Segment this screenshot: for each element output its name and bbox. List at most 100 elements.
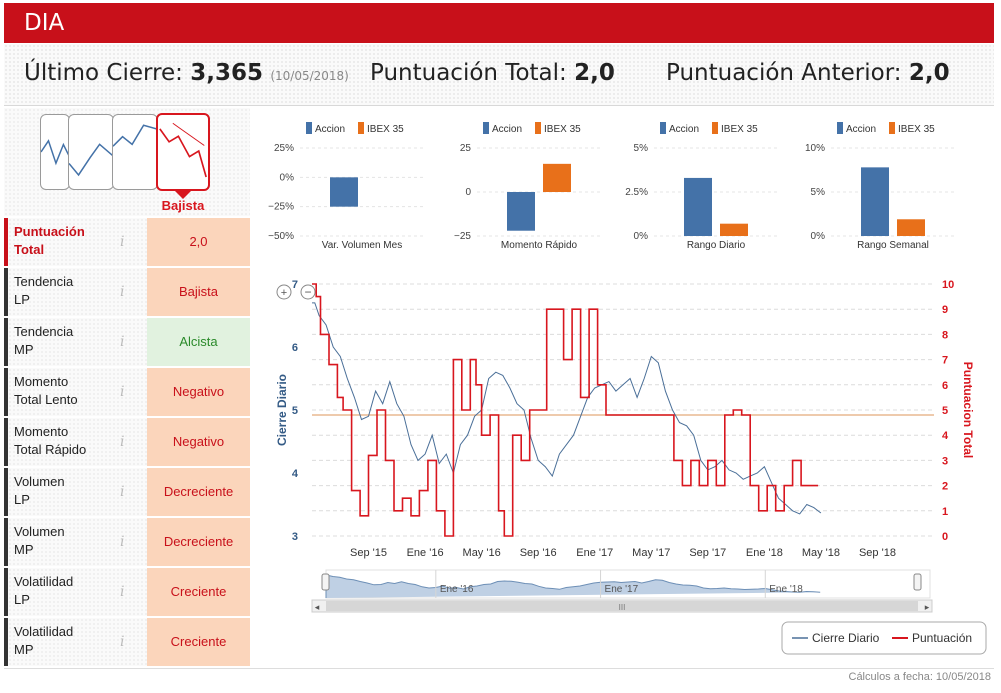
indicator-label-line1: Puntuación (14, 224, 85, 239)
total-score-label: Puntuación Total: (370, 60, 567, 86)
scroll-right-icon[interactable]: ▸ (925, 602, 930, 612)
footer-divider (4, 668, 994, 669)
legend-label-cierre: Cierre Diario (812, 631, 880, 645)
indicator-row-momento-rapido[interactable]: Momento Total Rápido i Negativo (4, 418, 250, 468)
zoom-in-glyph: + (281, 287, 287, 299)
legend-swatch-ibex (889, 122, 895, 134)
info-icon[interactable]: i (120, 584, 125, 600)
right-tick-label: 7 (942, 355, 948, 367)
right-tick-label: 2 (942, 481, 948, 493)
legend-label-accion: Accion (846, 124, 876, 135)
trend-thumb-2[interactable] (68, 114, 114, 190)
trend-thumb-3[interactable] (112, 114, 158, 190)
last-close-date: (10/05/2018) (270, 69, 349, 83)
series-puntuacion (312, 283, 819, 537)
info-icon[interactable]: i (120, 384, 125, 400)
indicator-label: Tendencia MP (4, 318, 147, 366)
indicator-value: Negativo (147, 368, 250, 416)
previous-score-value: 2,0 (908, 60, 950, 86)
legend-swatch-accion (837, 122, 843, 134)
y-tick-label: −25% (268, 202, 294, 213)
scrollbar-thumb[interactable] (326, 601, 918, 611)
indicator-label: Volumen MP (4, 518, 147, 566)
indicator-value: Creciente (147, 568, 250, 616)
indicator-label-line2: MP (14, 342, 34, 357)
last-close: Último Cierre: 3,365 (10/05/2018) (24, 60, 349, 86)
indicator-value: Creciente (147, 618, 250, 666)
info-icon[interactable]: i (120, 284, 125, 300)
legend-swatch-accion (660, 122, 666, 134)
indicator-row-tendencia-lp[interactable]: Tendencia LP i Bajista (4, 268, 250, 318)
info-icon[interactable]: i (120, 534, 125, 550)
bar-chart-3: Accion IBEX 35 5% 2.5% 0% Rango Diario (625, 122, 778, 251)
indicator-label: Momento Total Rápido (4, 418, 147, 466)
indicator-label-line2: Total Lento (14, 392, 78, 407)
indicator-label-line1: Volumen (14, 524, 65, 539)
zoom-in-icon[interactable] (276, 284, 292, 300)
indicator-value: 2,0 (147, 218, 250, 266)
right-tick-label: 5 (942, 405, 948, 417)
right-tick-label: 10 (942, 279, 954, 291)
price-score-chart: 10 9 8 7 6 5 4 3 2 1 0 7 6 5 4 3 Sep '15 Ene '16 May '16 Se… (250, 266, 994, 670)
right-tick-label: 4 (942, 430, 949, 442)
right-tick-label: 0 (942, 531, 948, 543)
indicator-label: Puntuación Total (4, 218, 147, 266)
x-tick-label: Sep '16 (520, 547, 557, 559)
indicator-label-line1: Volatilidad (14, 624, 74, 639)
navigator-area (325, 575, 821, 598)
chart-legend-box[interactable] (781, 621, 987, 655)
calc-date: Cálculos a fecha: 10/05/2018 (848, 671, 992, 683)
info-icon[interactable]: i (120, 234, 125, 250)
legend-label-ibex: IBEX 35 (721, 124, 758, 135)
indicator-value: Bajista (147, 268, 250, 316)
title-bar: DIA (4, 3, 994, 43)
selected-trend-label: Bajista (161, 198, 205, 213)
y-tick-label: 5% (811, 187, 826, 198)
indicator-value: Decreciente (147, 468, 250, 516)
legend-label-accion: Accion (669, 124, 699, 135)
indicator-row-volatilidad-lp[interactable]: Volatilidad LP i Creciente (4, 568, 250, 618)
scroll-grip-icon: III (619, 603, 626, 612)
navigator-label: Ene '18 (769, 584, 803, 595)
right-tick-label: 9 (942, 304, 948, 316)
trend-selector: Bajista (4, 108, 250, 216)
scroll-left-icon[interactable]: ◂ (315, 602, 320, 612)
x-tick-label: Ene '18 (746, 547, 783, 559)
y-tick-label: 0% (811, 231, 826, 242)
navigator-handle-right[interactable] (913, 573, 922, 591)
legend-label-accion: Accion (315, 124, 345, 135)
bar-accion (507, 192, 535, 231)
indicator-value: Decreciente (147, 518, 250, 566)
indicator-value: Negativo (147, 418, 250, 466)
info-icon[interactable]: i (120, 434, 125, 450)
zoom-out-icon[interactable] (300, 284, 316, 300)
indicator-value: Alcista (147, 318, 250, 366)
indicator-label: Momento Total Lento (4, 368, 147, 416)
trend-thumb-1[interactable] (40, 114, 70, 190)
info-icon[interactable]: i (120, 484, 125, 500)
bar-chart-title: Momento Rápido (501, 240, 578, 251)
trend-thumb-bajista[interactable] (156, 113, 210, 191)
indicator-row-volumen-lp[interactable]: Volumen LP i Decreciente (4, 468, 250, 518)
bar-ibex (543, 163, 571, 192)
legend-label-puntuacion: Puntuación (912, 631, 972, 645)
bar-accion (330, 177, 358, 207)
navigator-handle-left[interactable] (321, 573, 330, 591)
legend-label-ibex: IBEX 35 (898, 124, 935, 135)
indicator-row-tendencia-mp[interactable]: Tendencia MP i Alcista (4, 318, 250, 368)
bar-chart-title: Rango Semanal (857, 240, 929, 251)
x-tick-label: Sep '18 (859, 547, 896, 559)
last-close-label: Último Cierre: (24, 60, 183, 86)
indicator-row-volumen-mp[interactable]: Volumen MP i Decreciente (4, 518, 250, 568)
indicator-label-line1: Volumen (14, 474, 65, 489)
y-tick-label: −50% (268, 231, 294, 242)
info-icon[interactable]: i (120, 634, 125, 650)
indicator-row-volatilidad-mp[interactable]: Volatilidad MP i Creciente (4, 618, 250, 668)
info-icon[interactable]: i (120, 334, 125, 350)
indicator-row-total[interactable]: Puntuación Total i 2,0 (4, 218, 250, 268)
y-tick-label: 10% (805, 143, 825, 154)
left-tick-label: 7 (292, 279, 298, 291)
indicator-label: Tendencia LP (4, 268, 147, 316)
indicator-row-momento-lento[interactable]: Momento Total Lento i Negativo (4, 368, 250, 418)
right-tick-label: 1 (942, 506, 948, 518)
